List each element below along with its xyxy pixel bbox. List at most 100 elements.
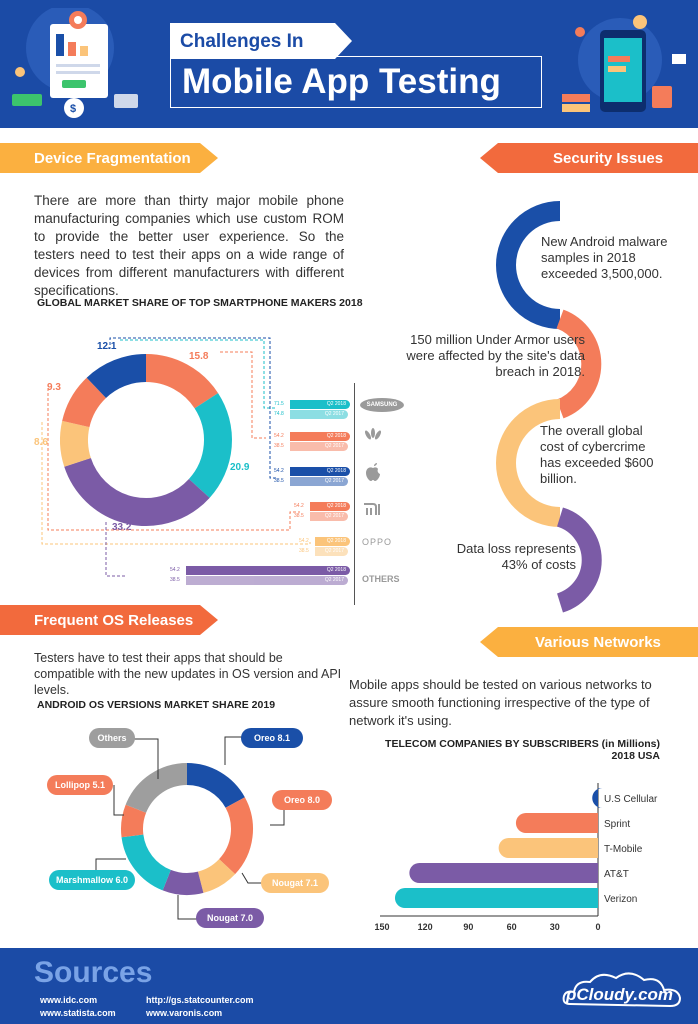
- telecom-category-label: AT&T: [604, 869, 629, 880]
- brand-value-samsung-2017: 74.8: [274, 411, 284, 417]
- brand-bar-label: Q2 2018: [326, 468, 346, 474]
- source-link-statcounter[interactable]: http://gs.statcounter.com: [146, 995, 254, 1005]
- donut-label-8-6: 8.6: [34, 437, 48, 448]
- os-pill-others: Others: [89, 728, 135, 748]
- footer: [0, 948, 698, 1024]
- donut-connector-lines: [41, 337, 311, 577]
- telecom-category-label: T-Mobile: [604, 844, 643, 855]
- brand-bar-apple-2018: Q2 2018: [290, 467, 350, 476]
- brand-bar-label: Q2 2018: [326, 538, 346, 544]
- brand-bar-oppo-2018: Q2 2018: [315, 537, 350, 546]
- others-label: OTHERS: [362, 574, 400, 584]
- brand-bar-label: Q2 2017: [324, 548, 344, 554]
- mi-logo: [364, 503, 380, 515]
- brand-bar-label: Q2 2017: [324, 478, 344, 484]
- os-releases-text: Testers have to test their apps that sho…: [34, 651, 342, 697]
- brand-value-oppo-2018: 54.2: [299, 538, 309, 544]
- source-link-idc[interactable]: www.idc.com: [40, 995, 98, 1005]
- telecom-bar-3: [409, 863, 598, 883]
- telecom-chart-title: TELECOM COMPANIES BY SUBSCRIBERS (in Mil…: [382, 738, 660, 762]
- networks-text: Mobile apps should be tested on various …: [349, 677, 652, 728]
- title-large: Mobile App Testing: [182, 62, 501, 101]
- section-tag-os: [0, 605, 218, 635]
- market-share-chart-title: GLOBAL MARKET SHARE OF TOP SMARTPHONE MA…: [37, 297, 363, 309]
- brand-divider: [354, 383, 355, 605]
- pcloudy-logo: pCloudy.com: [562, 972, 682, 1008]
- telecom-tick-label: 60: [507, 922, 517, 932]
- brand-value-apple-2018: 54.2: [274, 468, 284, 474]
- phone-illustration: [562, 15, 686, 112]
- sources-heading: Sources: [34, 956, 153, 989]
- telecom-tick-label: 120: [418, 922, 433, 932]
- android-os-slice-5: [121, 804, 147, 838]
- os-pill-marshmallow-6-0: Marshmallow 6.0: [49, 870, 135, 890]
- os-pill-nougat-7-1: Nougat 7.1: [261, 873, 329, 893]
- telecom-bar-0: [592, 788, 603, 808]
- telecom-bar-1: [515, 813, 598, 833]
- telecom-tick-label: 150: [374, 922, 389, 932]
- android-os-slice-4: [121, 833, 172, 891]
- title-box-outline: [170, 56, 542, 108]
- telecom-category-label: U.S Cellular: [604, 794, 658, 805]
- market-share-slice-1: [188, 393, 232, 498]
- telecom-bar-2: [498, 838, 598, 858]
- brand-bar-label: Q2 2017: [324, 443, 344, 449]
- telecom-category-label: Verizon: [604, 894, 637, 905]
- market-share-slice-4: [62, 377, 107, 428]
- brand-bar-samsung-2017: Q2 2017: [290, 410, 348, 419]
- telecom-bar-chart: U.S Cellular Sprint T-Mobile AT&T Verizon 150…: [374, 783, 658, 932]
- brand-bar-apple-2017: Q2 2017: [290, 477, 348, 486]
- heading-security-issues: Security Issues: [553, 150, 664, 167]
- brand-bar-mi-2017: Q2 2017: [310, 512, 348, 521]
- market-share-slice-3: [60, 420, 92, 467]
- security-item-cybercrime: The overall global cost of cybercrime ha…: [540, 423, 654, 486]
- telecom-category-label: Sprint: [604, 819, 630, 830]
- device-fragmentation-text: There are more than thirty major mobile …: [34, 193, 344, 298]
- donut-label-20-9: 20.9: [230, 462, 250, 473]
- huawei-logo: [364, 428, 382, 440]
- telecom-chart-title-line1: TELECOM COMPANIES BY SUBSCRIBERS (in Mil…: [385, 738, 660, 750]
- brand-value-apple-2017: 38.5: [274, 478, 284, 484]
- heading-device-fragmentation: Device Fragmentation: [34, 150, 191, 167]
- apple-logo: [366, 463, 380, 481]
- brand-bar-label: Q2 2018: [326, 503, 346, 509]
- brand-bar-samsung-2018: Q2 2018: [290, 400, 350, 409]
- brand-value-huawei-2018: 54.2: [274, 433, 284, 439]
- donut-label-15-8: 15.8: [189, 351, 209, 362]
- pcloudy-logo-text: pCloudy.com: [565, 985, 673, 1004]
- os-connector-lines: [95, 736, 302, 920]
- source-link-varonis[interactable]: www.varonis.com: [146, 1008, 223, 1018]
- brand-bar-label: Q2 2017: [324, 577, 344, 583]
- donut-label-9-3: 9.3: [47, 382, 61, 393]
- brand-bar-label: Q2 2017: [324, 513, 344, 519]
- brand-bar-huawei-2017: Q2 2017: [290, 442, 348, 451]
- market-share-donut: [60, 354, 232, 526]
- donut-label-12-1: 12.1: [97, 341, 117, 352]
- android-os-slice-0: [186, 763, 245, 809]
- svg-text:$: $: [70, 103, 76, 115]
- source-link-statista[interactable]: www.statista.com: [40, 1008, 116, 1018]
- brand-bar-label: Q2 2018: [326, 433, 346, 439]
- security-item-under-armor: 150 million Under Armor users were affec…: [406, 332, 585, 379]
- telecom-chart-title-line2: 2018 USA: [611, 750, 660, 762]
- android-os-slice-6: [125, 763, 188, 814]
- android-os-donut: [121, 763, 253, 895]
- brand-bar-huawei-2018: Q2 2018: [290, 432, 350, 441]
- market-share-slice-0: [145, 354, 219, 409]
- android-os-slice-1: [218, 797, 253, 875]
- samsung-logo: SAMSUNG: [360, 398, 404, 412]
- samsung-logo-text: SAMSUNG: [366, 402, 398, 408]
- market-share-slice-5: [86, 354, 147, 399]
- oppo-logo: OPPO: [362, 537, 393, 547]
- os-pill-nougat-7-0: Nougat 7.0: [196, 908, 264, 928]
- telecom-tick-label: 30: [550, 922, 560, 932]
- brand-value-others-2017: 38.5: [170, 577, 180, 583]
- title-tag-shape: [170, 23, 352, 59]
- brand-bar-label: Q2 2018: [326, 567, 346, 573]
- security-snake-path: [496, 201, 602, 613]
- brand-bar-label: Q2 2017: [324, 411, 344, 417]
- android-chart-title: ANDROID OS VERSIONS MARKET SHARE 2019: [37, 699, 276, 711]
- brand-bar-others-2017: Q2 2017: [186, 576, 348, 585]
- security-item-data-loss: Data loss represents 43% of costs: [456, 541, 576, 572]
- heading-various-networks: Various Networks: [535, 634, 661, 651]
